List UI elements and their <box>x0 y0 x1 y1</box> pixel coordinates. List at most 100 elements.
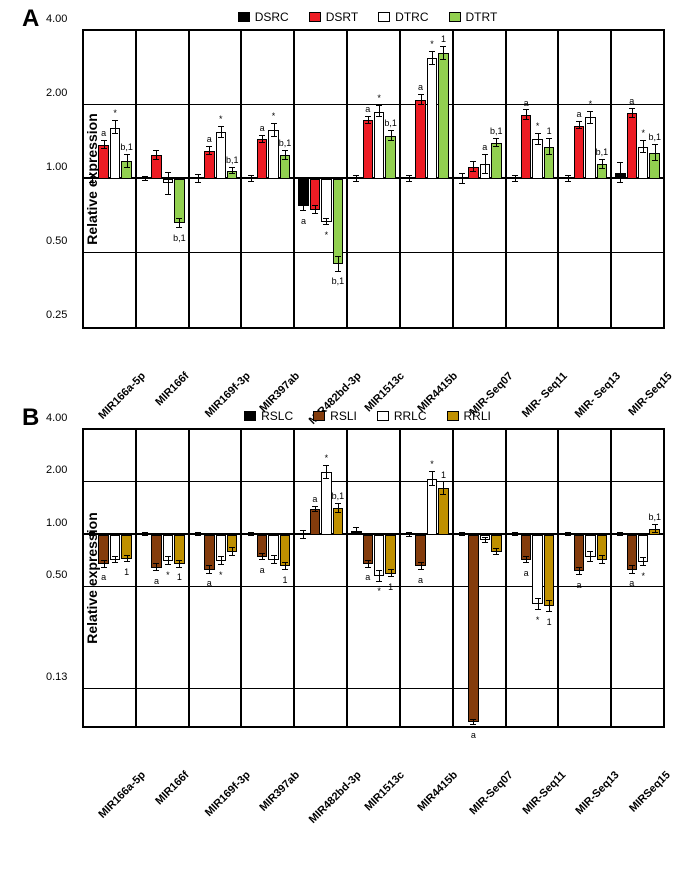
error-cap <box>652 144 658 145</box>
error-cap <box>323 218 329 219</box>
error-cap <box>312 213 318 214</box>
error-cap <box>429 51 435 52</box>
bar-col: 1 <box>174 430 184 726</box>
bar-col <box>245 430 255 726</box>
bar-annotation: * <box>166 570 170 580</box>
bar-annotation: a <box>524 98 529 108</box>
bar <box>427 479 437 535</box>
bar-col: a <box>415 31 425 327</box>
error-cap <box>282 562 288 563</box>
bar-col <box>298 430 308 726</box>
bar-col: b,1 <box>649 31 659 327</box>
bar <box>321 179 331 222</box>
error-bar <box>432 52 433 66</box>
bar-col: a <box>204 31 214 327</box>
category-cell: a*b,1MIR- Seq13 <box>559 31 612 327</box>
category-cell: aMIR-Seq13 <box>559 430 612 726</box>
error-cap <box>335 256 341 257</box>
error-cap <box>512 532 518 533</box>
error-cap <box>101 148 107 149</box>
bar-col: * <box>321 31 331 327</box>
error-cap <box>640 557 646 558</box>
legend-a-item: DSRC <box>238 10 289 24</box>
bar-col: * <box>110 31 120 327</box>
bar-col: * <box>268 31 278 327</box>
bar-group: a*b,1 <box>295 430 346 726</box>
error-cap <box>535 598 541 599</box>
error-cap <box>493 554 499 555</box>
error-cap <box>124 167 130 168</box>
bar-annotation: 1 <box>547 126 552 136</box>
bar-annotation: b,1 <box>279 138 292 148</box>
error-cap <box>89 535 95 536</box>
bar-annotation: * <box>113 108 117 118</box>
bar-col: * <box>163 430 173 726</box>
bar-annotation: a <box>260 565 265 575</box>
bar-annotation: * <box>589 99 593 109</box>
bar-col <box>87 430 97 726</box>
error-bar <box>168 173 169 195</box>
category-cell: a*b,1MIRSeq15 <box>612 430 663 726</box>
error-cap <box>248 532 254 533</box>
bar-col: b,1 <box>649 430 659 726</box>
error-cap <box>599 159 605 160</box>
error-cap <box>353 181 359 182</box>
bar-group: a*b,1 <box>190 31 241 327</box>
bar-col: * <box>427 31 437 327</box>
error-cap <box>388 569 394 570</box>
bar-group: a1 <box>242 430 293 726</box>
error-cap <box>300 530 306 531</box>
error-cap <box>206 146 212 147</box>
error-cap <box>142 180 148 181</box>
bar-col: 1 <box>385 430 395 726</box>
error-cap <box>376 581 382 582</box>
bar <box>415 100 425 179</box>
bar-col <box>193 430 203 726</box>
error-cap <box>493 146 499 147</box>
bar-col: a <box>468 430 478 726</box>
error-cap <box>523 109 529 110</box>
bar <box>385 136 395 179</box>
error-cap <box>300 538 306 539</box>
error-cap <box>89 182 95 183</box>
chart-a: A DSRC DSRT DTRC DTRT Relative expressio… <box>10 10 675 389</box>
error-cap <box>335 512 341 513</box>
error-cap <box>259 553 265 554</box>
bar-col <box>351 31 361 327</box>
bar-col: a <box>298 31 308 327</box>
legend-a-item: DTRC <box>378 10 428 24</box>
error-cap <box>406 175 412 176</box>
error-cap <box>124 555 130 556</box>
bar-col: a <box>257 31 267 327</box>
bar-annotation: a <box>482 142 487 152</box>
bar-group: a*b,1 <box>84 31 135 327</box>
error-cap <box>599 168 605 169</box>
bar <box>310 509 320 534</box>
bar-annotation: * <box>325 230 329 240</box>
bar-group: a*b,1 <box>242 31 293 327</box>
bar-col: a <box>257 430 267 726</box>
bar-annotation: a <box>301 216 306 226</box>
bar-annotation: * <box>430 39 434 49</box>
bar-annotation: a <box>418 82 423 92</box>
category-cell: b,1MIR166f <box>137 31 190 327</box>
error-cap <box>418 94 424 95</box>
error-cap <box>652 160 658 161</box>
bar-col: a <box>480 31 490 327</box>
error-cap <box>365 116 371 117</box>
bar <box>574 126 584 179</box>
error-cap <box>599 563 605 564</box>
error-cap <box>89 532 95 533</box>
bar <box>438 488 448 535</box>
error-cap <box>388 130 394 131</box>
error-cap <box>512 175 518 176</box>
bar-col: a <box>627 31 637 327</box>
error-cap <box>429 485 435 486</box>
bar-annotation: * <box>641 128 645 138</box>
error-cap <box>406 536 412 537</box>
error-cap <box>440 46 446 47</box>
bar <box>532 535 542 604</box>
error-cap <box>376 105 382 106</box>
error-bar <box>485 155 486 174</box>
category-cell: a*b,1MIR-Seq15 <box>612 31 663 327</box>
